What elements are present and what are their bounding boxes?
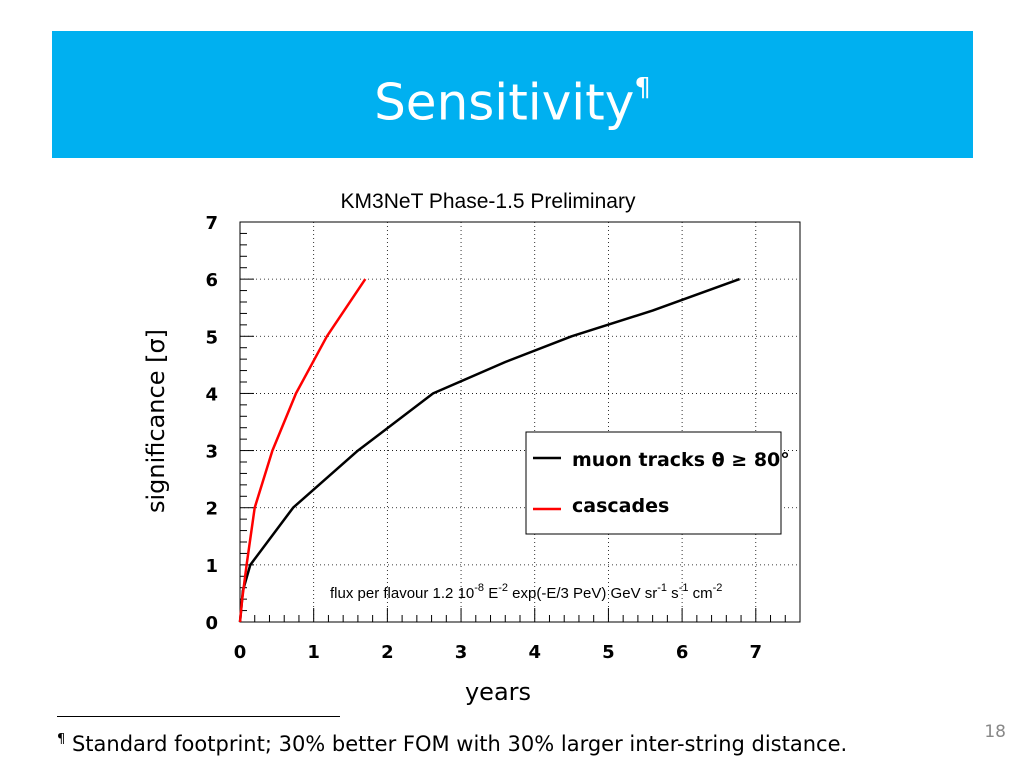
grid bbox=[240, 222, 800, 622]
flux-exp-5: -2 bbox=[713, 582, 723, 594]
x-tick-label: 4 bbox=[528, 642, 541, 663]
flux-exp-1: -8 bbox=[474, 582, 484, 594]
plot-frame bbox=[239, 221, 801, 623]
y-tick-label: 6 bbox=[205, 270, 218, 291]
footnote: ¶ Standard footprint; 30% better FOM wit… bbox=[57, 732, 847, 756]
y-tick-label: 7 bbox=[205, 213, 218, 234]
series-line-muon-tracks bbox=[238, 277, 741, 623]
x-axis-label: years bbox=[465, 678, 531, 706]
slide-number: 18 bbox=[984, 722, 1006, 742]
x-tick-label: 7 bbox=[750, 642, 763, 663]
y-axis-label: significance [σ] bbox=[142, 329, 170, 513]
flux-annotation: flux per flavour 1.2 10-8 E-2 exp(-E/3 P… bbox=[330, 582, 722, 602]
legend: muon tracks θ ≥ 80° cascades bbox=[525, 431, 790, 535]
flux-exp-2: -2 bbox=[498, 582, 508, 594]
y-tick-label: 3 bbox=[205, 442, 218, 463]
flux-annotation-mid: E bbox=[484, 585, 498, 602]
title-band: Sensitivity¶ bbox=[52, 31, 973, 158]
flux-annotation-tail3: cm bbox=[688, 585, 712, 602]
series-line-cascades bbox=[238, 278, 367, 623]
y-tick-label: 5 bbox=[205, 327, 218, 348]
footnote-mark: ¶ bbox=[57, 732, 66, 747]
footnote-text: Standard footprint; 30% better FOM with … bbox=[65, 732, 848, 756]
title-footnote-mark: ¶ bbox=[634, 73, 651, 103]
series-lines bbox=[238, 277, 741, 623]
flux-annotation-tail2: s bbox=[667, 585, 679, 602]
legend-box bbox=[525, 431, 782, 535]
x-tick-label: 3 bbox=[455, 642, 468, 663]
flux-exp-3: -1 bbox=[657, 582, 667, 594]
slide-title-text: Sensitivity bbox=[374, 73, 635, 132]
y-tick-label: 4 bbox=[205, 384, 218, 405]
y-tick-label: 2 bbox=[205, 499, 218, 520]
x-tick-label: 1 bbox=[307, 642, 320, 663]
slide-title: Sensitivity¶ bbox=[52, 31, 973, 158]
chart-title: KM3NeT Phase-1.5 Preliminary bbox=[341, 190, 636, 213]
legend-label-muon: muon tracks θ ≥ 80° bbox=[572, 449, 790, 471]
axis-ticks bbox=[239, 221, 801, 623]
x-tick-label: 0 bbox=[234, 642, 247, 663]
x-tick-label: 6 bbox=[676, 642, 689, 663]
x-tick-labels: 0 1 2 3 4 5 6 7 bbox=[234, 642, 762, 663]
x-tick-label: 5 bbox=[602, 642, 615, 663]
y-tick-labels: 0 1 2 3 4 5 6 7 bbox=[205, 213, 218, 634]
flux-exp-4: -1 bbox=[679, 582, 689, 594]
footnote-divider bbox=[57, 716, 340, 717]
flux-annotation-prefix: flux per flavour 1.2 10 bbox=[330, 585, 474, 602]
flux-annotation-tail1: exp(-E/3 PeV) GeV sr bbox=[508, 585, 657, 602]
y-tick-label: 1 bbox=[205, 556, 218, 577]
y-tick-label: 0 bbox=[205, 613, 218, 634]
x-tick-label: 2 bbox=[381, 642, 394, 663]
legend-label-cascades: cascades bbox=[572, 495, 669, 517]
